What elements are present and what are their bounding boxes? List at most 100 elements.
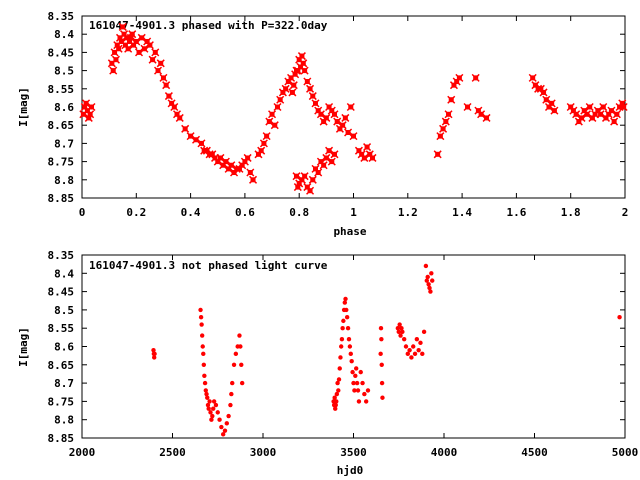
phased-x-ticks: 0 0.2 0.4 0.6 0.8 1 1.2 1.4 1.6 1.8 2 [79, 16, 628, 219]
phased-x-tick-label: 0.8 [289, 206, 309, 219]
unphased-y-tick-label: 8.6 [54, 341, 74, 354]
unphased-data-point [344, 315, 350, 320]
phased-data-point [330, 150, 339, 159]
unphased-y-tick-label: 8.5 [54, 304, 74, 317]
phased-data-point [124, 44, 133, 53]
unphased-data-point [333, 402, 338, 408]
phased-data-point [447, 95, 456, 104]
unphased-y-tick-label: 8.75 [48, 395, 75, 408]
unphased-y-tick-label: 8.4 [54, 267, 74, 280]
unphased-plot-title: 161047-4901.3 not phased light curve [89, 259, 328, 272]
unphased-data-point [151, 347, 156, 353]
unphased-data-point [428, 289, 433, 294]
unphased-data-point [401, 336, 407, 342]
unphased-data-point [152, 351, 157, 357]
unphased-data-point [238, 344, 243, 349]
phased-data-point [156, 59, 165, 68]
unphased-y-tick-label: 8.85 [48, 432, 75, 445]
unphased-data-point [203, 388, 209, 393]
phased-data-point [612, 110, 621, 119]
unphased-data-point [348, 351, 353, 357]
unphased-data-point [333, 406, 338, 411]
phased-y-tick-label: 8.45 [48, 46, 75, 59]
unphased-data-points [151, 263, 622, 437]
phased-y-axis-label: I[mag] [17, 87, 30, 127]
phased-y-tick-label: 8.4 [54, 28, 74, 41]
phased-data-point [132, 37, 141, 46]
unphased-data-point [356, 399, 362, 404]
unphased-data-point [347, 344, 353, 349]
phased-data-points [79, 22, 628, 195]
phased-x-tick-label: 0.4 [181, 206, 201, 219]
unphased-data-point [425, 274, 430, 280]
phased-y-tick-label: 8.6 [54, 101, 74, 114]
phased-data-point [134, 48, 144, 57]
phased-data-point [333, 117, 342, 126]
phased-data-point [246, 168, 255, 177]
unphased-data-point [205, 402, 211, 408]
phased-data-point [360, 153, 369, 162]
phased-data-point [118, 22, 127, 31]
unphased-y-tick-label: 8.35 [48, 249, 75, 262]
phased-data-point [262, 132, 271, 141]
phased-data-point [477, 110, 486, 119]
phased-x-tick-label: 0.6 [235, 206, 255, 219]
unphased-data-point [204, 391, 209, 397]
phased-data-point [128, 30, 137, 39]
phased-y-tick-label: 8.55 [48, 83, 75, 96]
unphased-data-point [360, 380, 365, 386]
phased-data-point [306, 84, 315, 93]
phased-data-point [433, 150, 442, 159]
phased-data-point [137, 33, 146, 42]
unphased-data-point [228, 402, 233, 408]
phased-data-point [482, 113, 491, 122]
unphased-data-point [332, 395, 337, 400]
unphased-y-tick-label: 8.8 [54, 414, 74, 427]
unphased-data-point [226, 413, 231, 419]
unphased-data-point [407, 347, 412, 353]
unphased-data-point [198, 307, 203, 313]
unphased-data-point [397, 322, 402, 327]
phased-y-tick-label: 8.85 [48, 192, 75, 205]
phased-data-point [463, 102, 472, 112]
unphased-data-point [399, 326, 404, 331]
unphased-data-point [208, 410, 213, 415]
unphased-data-point [378, 326, 384, 331]
phased-data-point [281, 84, 290, 93]
unphased-data-point [217, 417, 222, 422]
unphased-data-point [339, 336, 345, 342]
unphased-data-point [349, 358, 354, 364]
unphased-data-point [201, 351, 206, 357]
unphased-data-point [411, 344, 416, 349]
unphased-x-tick-label: 3500 [340, 446, 367, 459]
phased-data-point [151, 48, 160, 57]
unphased-data-point [344, 307, 349, 313]
unphased-data-point [239, 380, 245, 386]
phased-data-point [444, 110, 453, 119]
unphased-data-point [338, 355, 343, 360]
phased-data-point [299, 59, 308, 68]
unphased-data-point [224, 421, 229, 426]
phased-data-point [114, 44, 123, 53]
phased-data-point [175, 113, 184, 122]
unphased-data-point [380, 395, 385, 400]
phased-data-point [162, 81, 171, 90]
unphased-data-point [207, 399, 212, 404]
phased-x-tick-label: 1 [350, 206, 357, 219]
unphased-data-point [351, 380, 356, 386]
unphased-data-point [338, 344, 344, 349]
phased-data-point [436, 132, 445, 141]
unphased-data-point [220, 432, 226, 437]
unphased-y-tick-label: 8.45 [48, 286, 75, 299]
phased-data-point [542, 95, 551, 104]
unphased-data-point [345, 326, 351, 331]
unphased-data-point [198, 315, 204, 320]
phased-data-point [314, 168, 323, 177]
phased-data-point [197, 139, 206, 148]
phased-data-point [191, 135, 201, 144]
phased-y-tick-label: 8.35 [48, 10, 75, 23]
phased-data-point [585, 102, 594, 112]
phased-data-point [297, 52, 306, 61]
phased-data-point [249, 175, 258, 184]
phased-data-point [221, 157, 230, 166]
